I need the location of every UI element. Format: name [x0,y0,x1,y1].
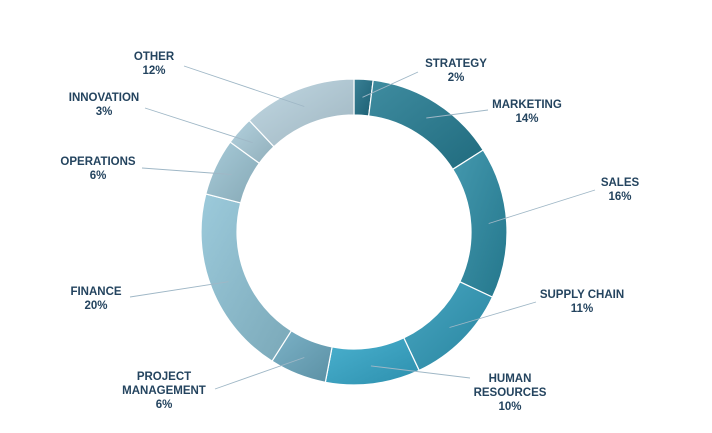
leader-line [183,65,305,107]
slice-label: STRATEGY 2% [425,58,487,84]
slice-name: HUMAN [489,373,532,385]
slice-sales [451,149,508,298]
slice-percent: 6% [156,399,173,411]
slice-label: SALES 16% [601,177,640,203]
leader-line [449,301,537,328]
donut-slices [200,78,508,386]
slice-name: OPERATIONS [60,156,136,168]
slice-percent: 20% [84,300,107,312]
slice-name: INNOVATION [69,92,140,104]
slice-name: PROJECT [137,371,191,383]
leader-line [214,357,305,390]
slice-name: RESOURCES [474,387,547,399]
slice-label: SUPPLY CHAIN 11% [540,289,624,315]
slice-name: FINANCE [70,286,121,298]
slice-name: SUPPLY CHAIN [540,289,624,301]
slice-percent: 16% [608,191,631,203]
slice-percent: 10% [498,401,521,413]
leader-line [362,71,419,98]
leader-line [129,281,229,298]
leader-line [141,167,232,175]
leader-line [426,109,489,119]
slice-percent: 2% [448,72,465,84]
slice-other [248,78,355,148]
slice-percent: 3% [96,106,113,118]
slice-labels: STRATEGY 2% MARKETING 14% SALES 16% SUPPLY CHA… [60,51,639,413]
slice-name: MANAGEMENT [122,385,206,397]
slice-name: MARKETING [492,99,562,111]
leader-lines [129,65,596,390]
slice-supply-chain [403,281,494,372]
slice-percent: 12% [142,65,165,77]
slice-name: STRATEGY [425,58,487,70]
slice-percent: 14% [515,113,538,125]
slice-marketing [367,79,485,171]
slice-percent: 11% [571,303,593,315]
slice-name: OTHER [134,51,175,63]
leader-line [144,107,253,144]
slice-label: INNOVATION 3% [69,92,140,118]
slice-name: SALES [601,177,640,189]
slice-percent: 6% [90,170,107,182]
slice-finance [200,193,293,363]
slice-label: MARKETING 14% [492,99,562,125]
leader-line [488,189,596,224]
leader-line [370,365,471,379]
slice-label: HUMAN RESOURCES 10% [474,373,547,413]
slice-label: OTHER 12% [134,51,175,77]
slice-label: OPERATIONS 6% [60,156,136,182]
slice-label: PROJECT MANAGEMENT 6% [122,371,206,411]
slice-label: FINANCE 20% [70,286,121,312]
slice-human-resources [324,337,420,386]
